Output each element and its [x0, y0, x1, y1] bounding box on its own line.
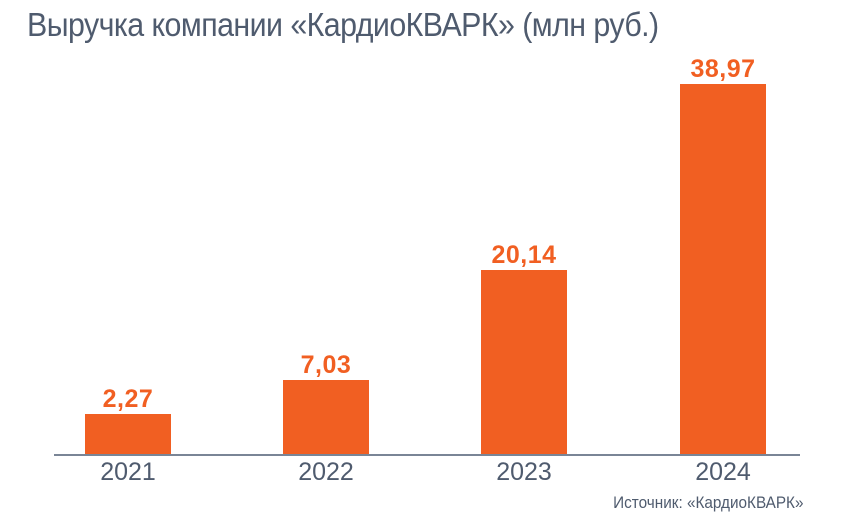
x-tick-label: 2024 — [695, 458, 751, 486]
x-axis-line — [54, 454, 800, 456]
source-note: Источник: «КардиоКВАРК» — [612, 493, 803, 512]
bar-value-label: 20,14 — [491, 241, 557, 269]
x-tick-label: 2021 — [100, 458, 156, 486]
bar-2023 — [481, 270, 567, 454]
x-tick-label: 2022 — [298, 458, 354, 486]
bar-value-label: 7,03 — [300, 351, 352, 379]
bar-2024 — [680, 84, 766, 454]
chart-title: Выручка компании «КардиоКВАРК» (млн руб.… — [27, 6, 659, 43]
bar-2021 — [85, 414, 171, 454]
bar-2022 — [283, 380, 369, 454]
bar-value-label: 38,97 — [690, 55, 756, 83]
x-tick-label: 2023 — [496, 458, 552, 486]
bar-value-label: 2,27 — [102, 385, 154, 413]
